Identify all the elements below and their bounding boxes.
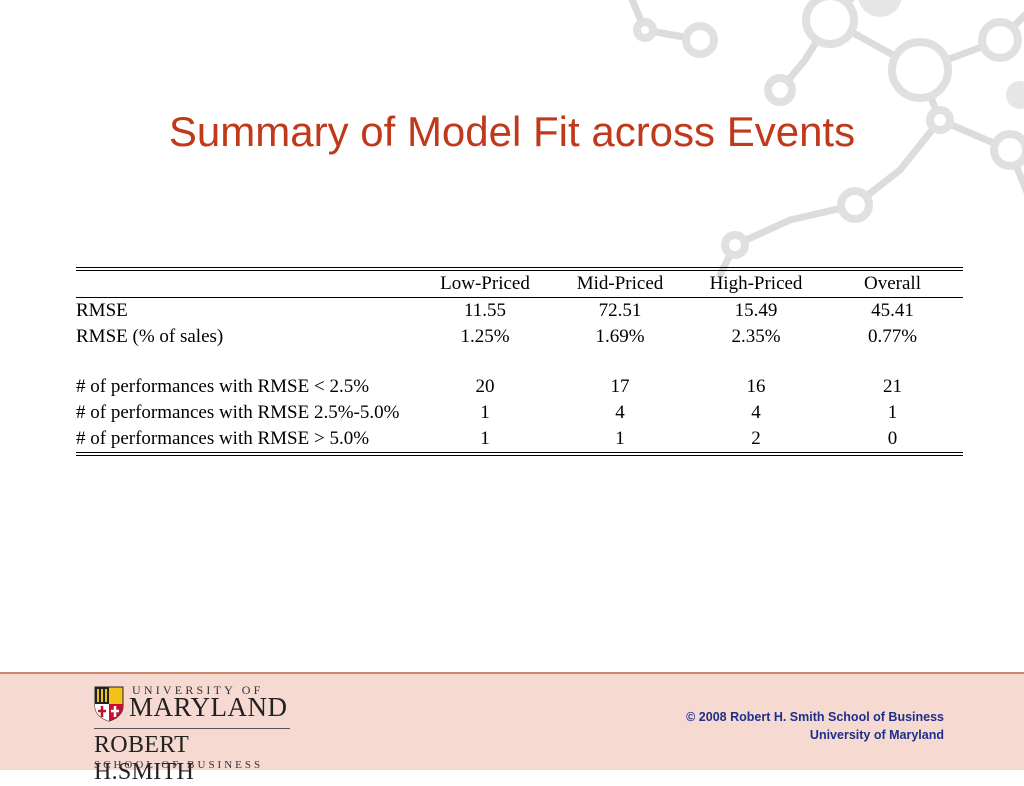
table-row: # of performances with RMSE > 5.0% 1 1 2… xyxy=(76,426,963,452)
table-cell: 20 xyxy=(475,376,495,397)
table-header-row: Low-Priced Mid-Priced High-Priced Overal… xyxy=(76,271,963,297)
table-cell: 0 xyxy=(887,428,898,449)
column-header-high-priced: High-Priced xyxy=(709,273,803,294)
spacer-cell xyxy=(76,350,963,374)
table-cell: 17 xyxy=(610,376,630,397)
table-cell: 1.69% xyxy=(595,326,645,347)
table-bottom-rule xyxy=(76,452,963,456)
header-label-cell xyxy=(76,271,420,297)
copyright-notice: © 2008 Robert H. Smith School of Busines… xyxy=(686,708,944,744)
table-cell: 0.77% xyxy=(867,326,918,347)
row-label: # of performances with RMSE 2.5%-5.0% xyxy=(76,402,400,423)
table-cell: 2 xyxy=(751,428,761,449)
table-cell: 16 xyxy=(746,376,766,397)
table-spacer-row xyxy=(76,350,963,374)
table-cell: 1 xyxy=(615,428,625,449)
table-top-rule xyxy=(76,267,963,271)
copyright-line-2: University of Maryland xyxy=(809,728,944,742)
table-cell: 1.25% xyxy=(460,326,510,347)
logo-school-of-business: SCHOOL OF BUSINESS xyxy=(94,759,264,771)
table-row: RMSE (% of sales) 1.25% 1.69% 2.35% 0.77… xyxy=(76,324,963,350)
table-cell: 1 xyxy=(887,402,898,423)
table-cell: 1 xyxy=(480,428,490,449)
table-cell: 15.49 xyxy=(734,300,778,321)
table-cell: 1 xyxy=(480,402,490,423)
column-header-overall: Overall xyxy=(864,273,921,294)
table-cell: 21 xyxy=(883,376,902,397)
logo-divider xyxy=(94,728,290,729)
table-cell: 72.51 xyxy=(598,300,642,321)
column-header-low-priced: Low-Priced xyxy=(440,273,530,294)
table-row: RMSE 11.55 72.51 15.49 45.41 xyxy=(76,298,963,324)
maryland-flag-icon xyxy=(94,686,124,722)
model-fit-table: Low-Priced Mid-Priced High-Priced Overal… xyxy=(76,267,963,456)
table-cell: 2.35% xyxy=(731,326,781,347)
table-row: # of performances with RMSE < 2.5% 20 17… xyxy=(76,374,963,400)
row-label: # of performances with RMSE < 2.5% xyxy=(76,376,370,397)
table-row: # of performances with RMSE 2.5%-5.0% 1 … xyxy=(76,400,963,426)
row-label: RMSE (% of sales) xyxy=(76,326,224,347)
slide-footer: UNIVERSITY OF MARYLAND ROBERT H.SMITH SC… xyxy=(0,672,1024,785)
table-cell: 45.41 xyxy=(871,300,914,321)
slide-title: Summary of Model Fit across Events xyxy=(168,108,856,155)
table-cell: 4 xyxy=(615,402,625,423)
university-logo: UNIVERSITY OF MARYLAND ROBERT H.SMITH SC… xyxy=(92,682,292,785)
row-label: RMSE xyxy=(76,300,128,321)
table-cell: 11.55 xyxy=(463,300,507,321)
logo-university-of: UNIVERSITY OF xyxy=(132,683,264,697)
molecule-background-graphic xyxy=(628,0,1024,279)
column-header-mid-priced: Mid-Priced xyxy=(576,273,664,294)
row-label: # of performances with RMSE > 5.0% xyxy=(76,428,370,449)
table-cell: 4 xyxy=(751,402,761,423)
table-header-rule xyxy=(76,297,963,298)
copyright-line-1: © 2008 Robert H. Smith School of Busines… xyxy=(686,710,944,724)
logo-maryland: MARYLAND xyxy=(129,692,288,722)
